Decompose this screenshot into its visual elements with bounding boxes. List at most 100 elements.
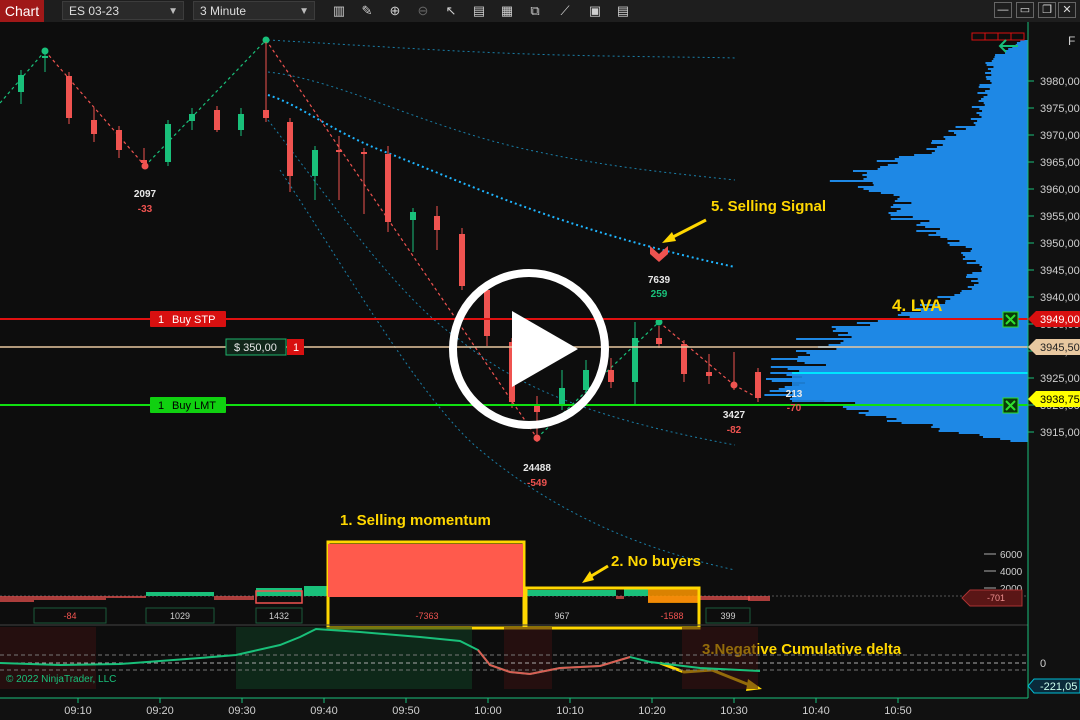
swing-delta: -549 (527, 478, 547, 489)
profile-bar (920, 304, 1028, 306)
profile-bar (953, 132, 1028, 134)
properties-icon[interactable]: ▣ (588, 3, 602, 18)
price-axis[interactable] (1028, 22, 1080, 720)
profile-bar (886, 420, 1028, 422)
profile-bar (945, 300, 1028, 302)
axis-menu-letter[interactable]: F (1068, 34, 1075, 48)
profile-bar (863, 178, 1028, 180)
profile-bar (985, 76, 1028, 78)
position-tag[interactable]: $ 350,00 1 (225, 338, 304, 356)
profile-bar (1000, 438, 1028, 440)
profile-bar (887, 164, 1028, 166)
time-axis[interactable] (0, 698, 1080, 720)
profile-bar (965, 246, 1028, 248)
profile-bar (966, 276, 1028, 278)
price-tick-label: 3970,00 (1040, 130, 1080, 142)
profile-bar (894, 158, 1028, 160)
profile-bar (989, 88, 1028, 90)
candle (165, 120, 171, 166)
profile-bar (897, 314, 1028, 316)
profile-bar (965, 256, 1028, 258)
profile-bar (984, 104, 1028, 106)
zoom-out-icon[interactable]: ⊖ (417, 3, 429, 18)
profile-bar (916, 224, 1028, 226)
swing-volume: 3427 (723, 410, 746, 421)
price-tick-label: 3960,00 (1040, 184, 1080, 196)
pointer-icon[interactable]: ↖ (445, 3, 457, 18)
profile-bar (804, 362, 1028, 364)
indicators-icon[interactable]: ⧉ (530, 3, 540, 18)
back-arrow-icon[interactable] (998, 39, 1018, 53)
profile-bar (979, 84, 1028, 86)
vwap-bands (267, 39, 736, 571)
profile-bar (838, 334, 1028, 336)
delta-bar (256, 588, 302, 596)
delta-bar (232, 596, 254, 600)
zoom-in-icon[interactable]: ⊕ (389, 3, 401, 18)
profile-bar (880, 192, 1028, 194)
candle (434, 206, 440, 250)
vwap-band (279, 169, 736, 571)
profile-bar (1010, 440, 1028, 442)
zigzag-segment (44, 50, 146, 167)
profile-bar (975, 260, 1028, 262)
delta-bar (616, 596, 624, 599)
swing-delta: 259 (651, 289, 668, 300)
price-chart[interactable]: 1 Buy STP $ 350,00 1 1 Buy LMT 2097 -33 … (0, 22, 1080, 720)
instrument-selector[interactable]: ES 03-23 ▼ (62, 1, 184, 20)
data-box-icon[interactable]: ▤ (472, 3, 486, 18)
profile-bar (961, 252, 1028, 254)
profile-bar (829, 180, 1028, 182)
profile-bar (893, 194, 1028, 196)
profile-bar (1020, 40, 1028, 42)
profile-bar (870, 324, 1028, 326)
profile-bar (828, 344, 1028, 346)
delta-scale-label: 4000 (1000, 567, 1023, 578)
time-tick-label: 09:20 (146, 705, 174, 717)
price-tick-label: 3925,00 (1040, 373, 1080, 385)
profile-bar (872, 182, 1028, 184)
profile-bar (920, 222, 1028, 224)
profile-bar (911, 202, 1028, 204)
delta-bar (700, 596, 750, 600)
restore-button[interactable]: ❐ (1038, 2, 1056, 18)
limit-order-qty: 1 (158, 400, 164, 412)
cum-delta-current: -221,05 (1040, 681, 1077, 693)
profile-bar (825, 364, 1028, 366)
price-tick-label: 3940,00 (1040, 292, 1080, 304)
properties-grid-icon[interactable]: ▤ (616, 3, 630, 18)
interval-selector[interactable]: 3 Minute ▼ (193, 1, 315, 20)
maximize-button[interactable]: ▭ (1016, 2, 1034, 18)
profile-bar (947, 238, 1028, 240)
close-stop-order-icon[interactable] (1002, 311, 1019, 328)
profile-bar (1015, 44, 1028, 46)
close-limit-order-icon[interactable] (1002, 397, 1019, 414)
profile-bar (981, 270, 1028, 272)
zigzag-pivot (655, 318, 663, 326)
limit-order-tag[interactable]: 1 Buy LMT (150, 397, 226, 413)
cumulative-delta-line (0, 627, 761, 676)
profile-bar (986, 64, 1028, 66)
close-button[interactable]: ✕ (1058, 2, 1076, 18)
video-play-button[interactable] (449, 269, 609, 429)
bar-type-icon[interactable]: ▥ (332, 3, 346, 18)
interval-value: 3 Minute (200, 4, 247, 18)
strategies-icon[interactable]: ⟋ (560, 3, 570, 18)
profile-bar (936, 146, 1028, 148)
profile-bar (912, 216, 1028, 218)
draw-pencil-icon[interactable]: ✎ (361, 3, 373, 18)
profile-bar (949, 244, 1028, 246)
profile-bar (914, 154, 1028, 156)
position-pnl: $ 350,00 (234, 342, 277, 354)
time-tick-label: 09:30 (228, 705, 256, 717)
chart-window-title[interactable]: Chart (0, 0, 44, 22)
profile-bar (842, 406, 1028, 408)
stop-order-tag[interactable]: 1 Buy STP (150, 311, 226, 327)
profile-bar (978, 86, 1028, 88)
profile-bar (1005, 52, 1028, 54)
templates-icon[interactable]: ▦ (500, 3, 514, 18)
profile-bar (973, 122, 1028, 124)
minimize-button[interactable]: — (994, 2, 1012, 18)
candle (459, 228, 465, 290)
annotation-selling-momentum: 1. Selling momentum (340, 512, 491, 529)
